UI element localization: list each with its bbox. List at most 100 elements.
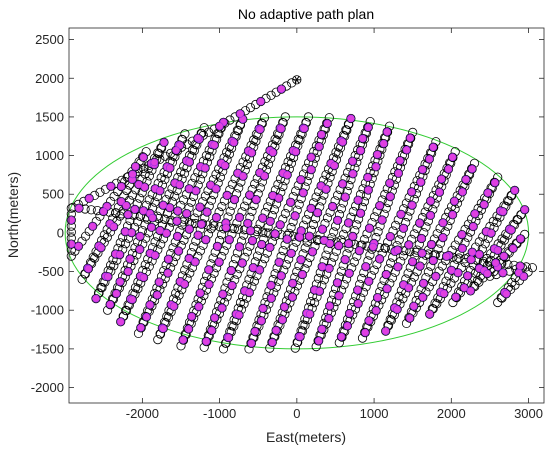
- path-point: [121, 201, 131, 211]
- path-point: [308, 219, 319, 230]
- path-point: [234, 242, 245, 252]
- highlighted-point: [451, 293, 460, 301]
- highlighted-point: [399, 224, 408, 233]
- highlighted-point: [258, 214, 267, 222]
- path-point: [153, 334, 163, 345]
- chart-title: No adaptive path plan: [238, 6, 374, 22]
- path-point: [176, 167, 186, 177]
- highlighted-point: [229, 138, 238, 147]
- path-point: [77, 274, 87, 284]
- path-point: [438, 218, 448, 228]
- path-point: [211, 212, 221, 223]
- path-point: [277, 315, 287, 325]
- highlighted-point: [408, 257, 417, 266]
- highlighted-point: [162, 229, 171, 238]
- path-point: [239, 299, 249, 309]
- path-point: [152, 290, 162, 300]
- path-point: [273, 179, 283, 189]
- path-point: [144, 195, 154, 205]
- path-point: [520, 205, 530, 215]
- highlighted-point: [356, 146, 365, 155]
- path-point: [184, 224, 194, 234]
- highlighted-point: [324, 314, 333, 323]
- highlighted-point: [260, 172, 269, 180]
- path-point: [355, 208, 366, 218]
- highlighted-point: [182, 209, 191, 218]
- path-point: [353, 195, 363, 205]
- path-point: [276, 271, 286, 281]
- path-point: [457, 243, 467, 253]
- path-point: [385, 232, 395, 242]
- highlighted-point: [379, 139, 388, 148]
- highlighted-point: [345, 269, 354, 278]
- path-point: [144, 261, 154, 271]
- highlighted-point: [338, 179, 347, 188]
- path-point: [212, 241, 222, 251]
- highlighted-point: [267, 294, 276, 303]
- path-point: [66, 251, 76, 261]
- highlighted-point: [470, 209, 479, 218]
- path-point: [394, 235, 404, 245]
- path-point: [467, 164, 477, 174]
- highlighted-point: [483, 188, 492, 197]
- path-point: [159, 137, 169, 147]
- highlighted-point: [126, 255, 134, 263]
- highlighted-point: [338, 138, 347, 146]
- highlighted-point: [196, 289, 205, 297]
- highlighted-point: [364, 277, 373, 286]
- path-point: [380, 243, 390, 253]
- highlighted-point: [212, 184, 220, 193]
- highlighted-point: [150, 158, 159, 167]
- path-point: [227, 280, 237, 291]
- highlighted-point: [115, 250, 124, 259]
- path-point: [513, 215, 523, 225]
- x-tick-label: 0: [293, 406, 300, 421]
- highlighted-point: [194, 302, 203, 311]
- path-point: [122, 185, 132, 196]
- highlighted-point: [206, 181, 215, 189]
- highlighted-point: [201, 235, 210, 244]
- highlighted-point: [447, 266, 456, 275]
- path-point: [174, 290, 184, 300]
- highlighted-point: [247, 148, 256, 157]
- path-point: [346, 113, 356, 124]
- path-point: [219, 246, 229, 256]
- highlighted-point: [130, 205, 139, 214]
- path-point: [507, 277, 517, 288]
- path-point: [398, 293, 408, 304]
- path-point: [234, 212, 245, 222]
- highlighted-point: [361, 262, 370, 271]
- highlighted-point: [364, 186, 373, 194]
- highlighted-point: [406, 134, 415, 142]
- highlighted-point: [267, 281, 275, 290]
- highlighted-point: [404, 240, 413, 249]
- highlighted-point: [215, 258, 223, 266]
- highlighted-point: [393, 305, 401, 314]
- highlighted-point: [320, 236, 328, 245]
- highlighted-point: [187, 312, 196, 321]
- highlighted-point: [131, 162, 140, 171]
- path-point: [329, 252, 339, 262]
- path-point: [256, 316, 266, 326]
- path-point: [379, 139, 389, 149]
- path-point: [449, 196, 459, 206]
- path-point: [179, 168, 190, 178]
- highlighted-point: [468, 248, 477, 257]
- highlighted-point: [404, 283, 413, 292]
- y-tick-label: -500: [38, 264, 64, 279]
- path-point: [387, 273, 398, 283]
- path-point: [234, 183, 244, 193]
- highlighted-point: [361, 328, 370, 337]
- path-point: [239, 230, 249, 240]
- highlighted-point: [382, 270, 391, 279]
- path-point: [385, 258, 396, 268]
- path-point: [386, 315, 396, 325]
- x-axis-title: East(meters): [266, 429, 346, 445]
- path-point: [247, 206, 257, 216]
- highlighted-point: [507, 226, 516, 234]
- path-point: [218, 344, 229, 354]
- highlighted-point: [67, 240, 76, 248]
- highlighted-point: [381, 327, 390, 335]
- highlighted-point: [291, 211, 299, 220]
- path-point: [174, 246, 184, 256]
